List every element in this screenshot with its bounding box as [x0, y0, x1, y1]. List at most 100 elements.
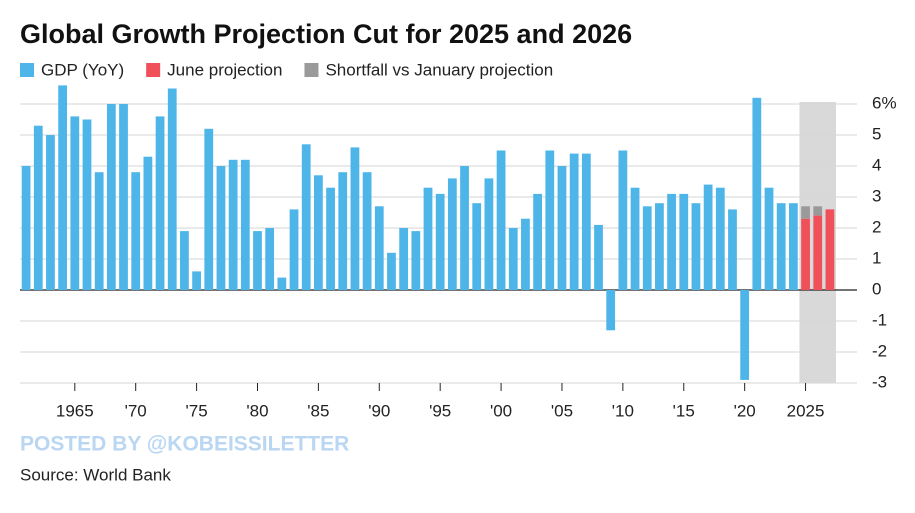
bar [521, 218, 530, 290]
bar [204, 128, 214, 290]
bar [533, 193, 542, 290]
x-tick-label: '75 [186, 401, 208, 420]
bar [642, 206, 652, 290]
bar [752, 97, 762, 290]
bar [253, 231, 262, 290]
bar [155, 116, 165, 291]
bar [484, 178, 494, 290]
legend-swatch [20, 63, 34, 77]
bar [801, 206, 810, 219]
x-tick-label: '10 [612, 401, 634, 420]
bar [764, 187, 774, 290]
bar [338, 172, 348, 290]
y-tick-label: 1 [872, 248, 881, 267]
legend-swatch [146, 63, 161, 77]
bar [240, 159, 250, 290]
bar [350, 147, 360, 290]
y-tick-label: 0 [872, 279, 881, 298]
bar [655, 203, 664, 290]
bar [679, 193, 689, 290]
y-tick-label: 6% [872, 93, 897, 112]
y-tick-label: -1 [872, 310, 887, 329]
bar [472, 203, 482, 290]
x-tick-label: 1965 [56, 401, 94, 420]
bar [362, 172, 372, 290]
bar [545, 150, 555, 290]
bar [557, 166, 567, 290]
bar [289, 209, 299, 290]
bar [460, 166, 469, 290]
bar [33, 125, 43, 290]
bar [167, 88, 177, 290]
x-tick-label: '00 [490, 401, 512, 420]
bar [399, 228, 409, 290]
bar [606, 290, 616, 331]
bar [180, 231, 189, 290]
x-tick-label: '15 [673, 401, 695, 420]
bar [228, 159, 238, 290]
bar [326, 187, 335, 290]
bar [58, 85, 68, 291]
y-tick-label: -2 [872, 341, 887, 360]
bar [715, 187, 725, 290]
x-tick-label: '05 [551, 401, 573, 420]
x-tick-label: '70 [125, 401, 147, 420]
bar [776, 203, 786, 290]
bar [387, 252, 396, 290]
y-tick-label: -3 [872, 372, 887, 391]
legend-label: Shortfall vs January projection [325, 60, 553, 79]
bar [131, 172, 141, 290]
bar [411, 231, 421, 290]
bar [703, 184, 713, 290]
bar [82, 119, 92, 290]
bar [265, 228, 275, 290]
bar [70, 116, 80, 291]
bar [301, 144, 311, 290]
bar [423, 187, 433, 290]
x-tick-label: 2025 [787, 401, 825, 420]
bar [119, 104, 128, 290]
bar [374, 206, 384, 290]
source: Source: World Bank [20, 465, 171, 484]
bar [435, 193, 445, 290]
bar [813, 215, 823, 290]
bar [630, 187, 640, 290]
bar [192, 271, 201, 290]
bar [496, 150, 506, 290]
bar [813, 206, 823, 216]
bar [801, 218, 810, 290]
watermark: POSTED BY @KOBEISSILETTER [20, 433, 349, 456]
x-tick-label: '80 [246, 401, 268, 420]
bar [740, 290, 750, 380]
bar [691, 203, 701, 290]
legend-label: GDP (YoY) [41, 60, 124, 79]
bar [825, 209, 835, 290]
legend-label: June projection [167, 60, 282, 79]
x-tick-label: '95 [429, 401, 451, 420]
bar [508, 228, 518, 290]
bar [594, 224, 603, 290]
bar [618, 150, 628, 290]
legend-swatch [304, 63, 319, 77]
bar [728, 209, 737, 290]
y-tick-label: 3 [872, 186, 881, 205]
bar [314, 175, 323, 290]
bar [581, 153, 591, 290]
x-tick-label: '90 [368, 401, 390, 420]
y-tick-label: 5 [872, 124, 881, 143]
x-tick-label: '85 [307, 401, 329, 420]
bar [667, 193, 676, 290]
bar [569, 153, 579, 290]
bar [143, 156, 153, 290]
bar [106, 104, 116, 290]
x-tick-label: '20 [734, 401, 756, 420]
bar [277, 277, 287, 290]
chart-title: Global Growth Projection Cut for 2025 an… [20, 19, 632, 49]
y-tick-label: 4 [872, 155, 881, 174]
bar [447, 178, 457, 290]
bar [21, 166, 31, 290]
bar [94, 172, 104, 290]
bar [788, 203, 798, 290]
